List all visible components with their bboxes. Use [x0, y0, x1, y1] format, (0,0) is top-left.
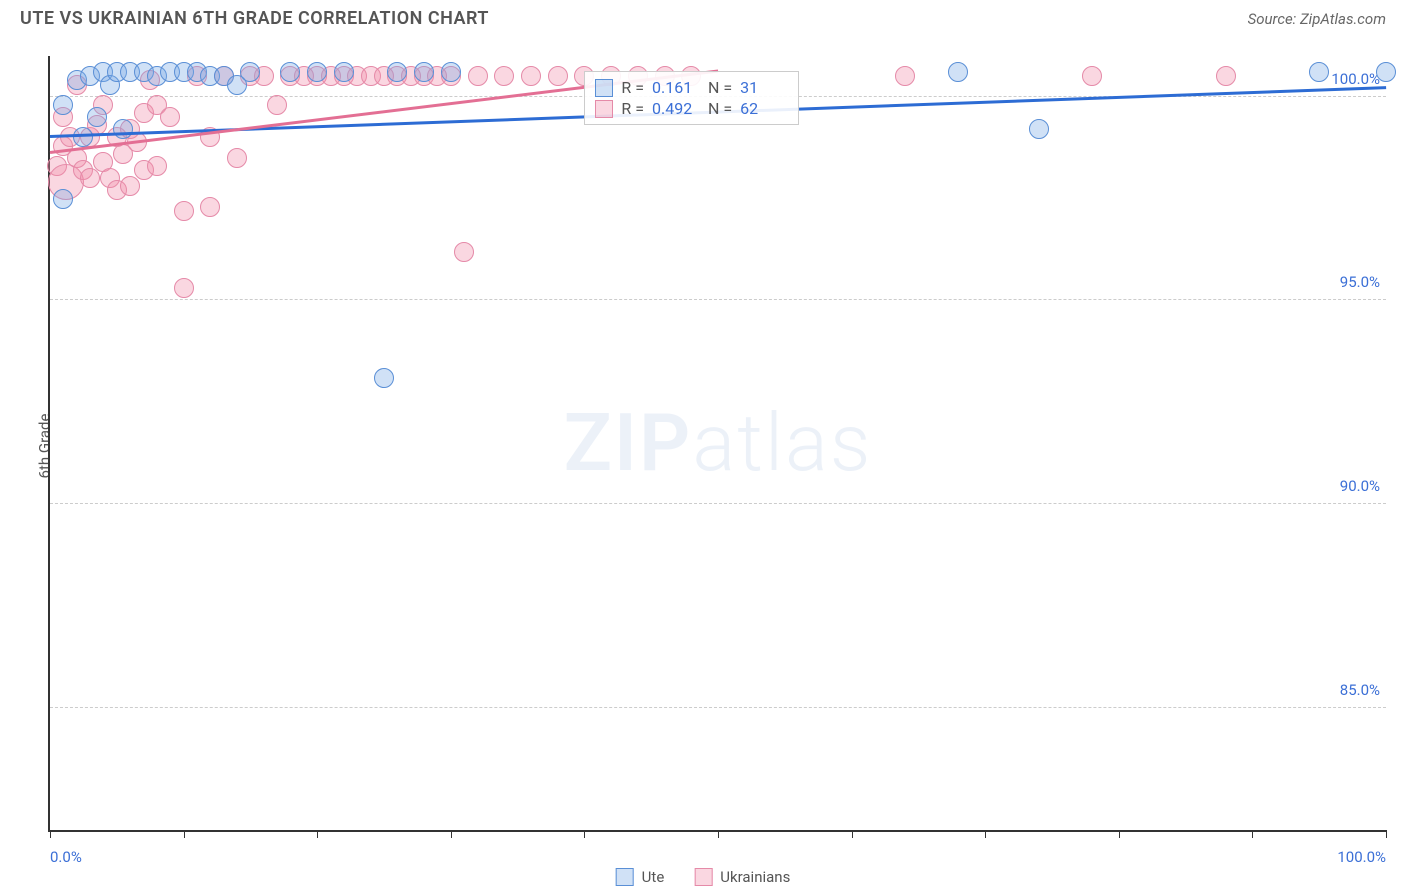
point-ute — [414, 62, 434, 82]
point-ute — [53, 189, 73, 209]
x-tick — [985, 830, 986, 838]
source-label: Source: ZipAtlas.com — [1248, 10, 1386, 28]
legend-item: Ukrainians — [694, 868, 790, 886]
stat-value: 62 — [740, 99, 788, 118]
legend-swatch — [616, 868, 634, 886]
point-ukrainians — [267, 95, 287, 115]
legend-item: Ute — [616, 868, 665, 886]
y-tick-label: 85.0% — [1340, 681, 1380, 699]
stat-label: N = — [708, 78, 732, 97]
point-ute — [113, 119, 133, 139]
x-tick — [451, 830, 452, 838]
point-ukrainians — [160, 107, 180, 127]
y-tick-label: 100.0% — [1331, 70, 1380, 88]
stats-box: R = 0.161 N = 31 R = 0.492 N = 62 — [584, 71, 799, 125]
x-tick — [1252, 830, 1253, 838]
point-ukrainians — [454, 242, 474, 262]
point-ute — [387, 62, 407, 82]
stats-row: R = 0.492 N = 62 — [595, 99, 788, 118]
stat-label: R = — [621, 99, 644, 118]
point-ukrainians — [174, 278, 194, 298]
point-ute — [948, 62, 968, 82]
point-ukrainians — [120, 176, 140, 196]
point-ukrainians — [1216, 66, 1236, 86]
x-tick — [1386, 830, 1387, 838]
stat-value: 31 — [740, 78, 788, 97]
series-swatch — [595, 100, 613, 118]
legend-label: Ukrainians — [720, 868, 790, 886]
chart-title: UTE VS UKRAINIAN 6TH GRADE CORRELATION C… — [20, 8, 489, 29]
series-swatch — [595, 79, 613, 97]
x-tick — [184, 830, 185, 838]
point-ukrainians — [521, 66, 541, 86]
point-ute — [87, 107, 107, 127]
point-ute — [240, 62, 260, 82]
point-ute — [1029, 119, 1049, 139]
stat-value: 0.492 — [652, 99, 700, 118]
grid-line — [50, 503, 1386, 504]
x-tick-label: 100.0% — [1337, 848, 1386, 866]
grid-line — [50, 707, 1386, 708]
point-ute — [280, 62, 300, 82]
grid-line — [50, 299, 1386, 300]
point-ukrainians — [174, 201, 194, 221]
point-ute — [441, 62, 461, 82]
legend-swatch — [694, 868, 712, 886]
point-ukrainians — [895, 66, 915, 86]
point-ute — [334, 62, 354, 82]
y-tick-label: 95.0% — [1340, 273, 1380, 291]
x-tick — [317, 830, 318, 838]
point-ute — [73, 127, 93, 147]
chart-area: ZIPatlas 85.0%90.0%95.0%100.0%0.0%100.0%… — [48, 56, 1386, 832]
point-ukrainians — [494, 66, 514, 86]
legend-label: Ute — [642, 868, 665, 886]
stat-value: 0.161 — [652, 78, 700, 97]
x-tick — [1119, 830, 1120, 838]
point-ukrainians — [200, 197, 220, 217]
point-ukrainians — [227, 148, 247, 168]
point-ute — [1376, 62, 1396, 82]
x-tick — [50, 830, 51, 838]
x-tick-label: 0.0% — [50, 848, 82, 866]
x-tick — [718, 830, 719, 838]
point-ukrainians — [1082, 66, 1102, 86]
legend: Ute Ukrainians — [616, 868, 791, 886]
stat-label: R = — [621, 78, 644, 97]
x-tick — [852, 830, 853, 838]
point-ukrainians — [80, 168, 100, 188]
point-ukrainians — [468, 66, 488, 86]
point-ukrainians — [147, 156, 167, 176]
watermark: ZIPatlas — [564, 396, 873, 490]
stats-row: R = 0.161 N = 31 — [595, 78, 788, 97]
point-ute — [374, 368, 394, 388]
point-ute — [1309, 62, 1329, 82]
x-tick — [584, 830, 585, 838]
stat-label: N = — [708, 99, 732, 118]
y-tick-label: 90.0% — [1340, 477, 1380, 495]
point-ukrainians — [548, 66, 568, 86]
point-ute — [307, 62, 327, 82]
point-ute — [53, 95, 73, 115]
